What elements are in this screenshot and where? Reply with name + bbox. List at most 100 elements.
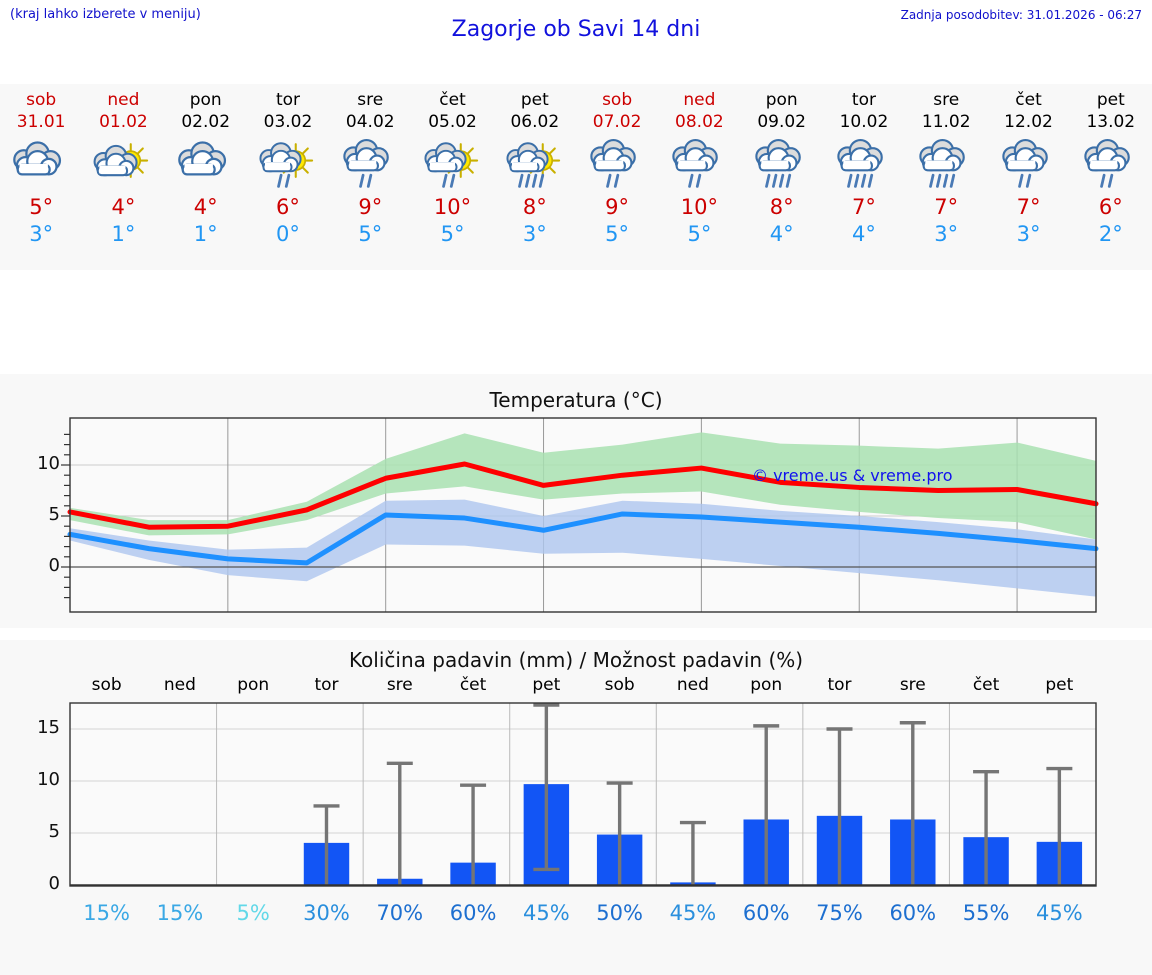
prec-day-label: ned xyxy=(163,675,196,695)
day-of-week-label: pon xyxy=(765,90,798,110)
cloud-rain-icon xyxy=(833,136,895,192)
prec-day-label: pon xyxy=(237,675,270,695)
day-of-week-label: pon xyxy=(189,90,222,110)
rain-drops xyxy=(929,173,956,188)
rain-drops xyxy=(847,173,874,188)
prec-day-label: tor xyxy=(827,675,852,695)
rain-drops xyxy=(1099,173,1114,188)
day-date-label: 01.02 xyxy=(99,112,148,132)
day-min-temp: 1° xyxy=(111,222,136,246)
day-date-label: 10.02 xyxy=(839,112,889,132)
day-column[interactable]: pon 02.02 4° 1° xyxy=(165,84,247,270)
day-min-temp: 0° xyxy=(276,222,300,246)
cloudy-icon xyxy=(175,136,237,192)
day-column[interactable]: tor 10.02 7° 4° xyxy=(823,84,905,270)
precipitation-probability-label: 45% xyxy=(669,901,717,925)
day-date-label: 04.02 xyxy=(345,112,395,132)
prec-day-label: čet xyxy=(459,675,487,695)
top-bar: (kraj lahko izberete v meniju) Zagorje o… xyxy=(0,0,1152,46)
day-min-temp: 5° xyxy=(605,222,630,246)
precipitation-probability-label: 75% xyxy=(816,901,863,925)
day-date-label: 07.02 xyxy=(592,112,642,132)
day-of-week-label: tor xyxy=(275,90,301,110)
precipitation-error-bar xyxy=(899,721,926,885)
day-of-week-label: čet xyxy=(1015,90,1042,110)
prec-day-label: sre xyxy=(899,675,926,695)
cloud-rain-icon xyxy=(915,136,977,192)
rain-drops xyxy=(517,173,544,188)
day-column[interactable]: pet 13.02 6° 2° xyxy=(1070,84,1152,270)
day-column[interactable]: sre 04.02 9° 5° xyxy=(329,84,411,270)
prec-day-label: sre xyxy=(386,675,413,695)
cloud-rain-icon xyxy=(751,136,813,192)
precipitation-probability-label: 45% xyxy=(1036,901,1083,925)
day-column[interactable]: ned 08.02 10° 5° xyxy=(658,84,740,270)
day-of-week-label: čet xyxy=(439,90,466,110)
prec-day-label: pet xyxy=(532,675,561,695)
prec-day-label: ned xyxy=(676,675,709,695)
day-min-temp: 5° xyxy=(440,222,465,246)
temp-y-axis-label: 10 xyxy=(37,453,60,474)
precipitation-error-bar xyxy=(1046,766,1073,885)
day-min-temp: 3° xyxy=(522,222,547,246)
day-column[interactable]: sob 07.02 9° 5° xyxy=(576,84,658,270)
precipitation-probability-label: 15% xyxy=(156,901,204,925)
cloud-front xyxy=(839,147,880,172)
day-min-temp: 2° xyxy=(1098,222,1123,246)
day-column[interactable]: čet 12.02 7° 3° xyxy=(987,84,1069,270)
precipitation-probability-label: 15% xyxy=(83,901,130,925)
prec-day-label: pon xyxy=(750,675,783,695)
prec-day-label: pet xyxy=(1045,675,1074,695)
day-max-temp: 7° xyxy=(934,195,959,219)
day-column[interactable]: sob 31.01 5° 3° xyxy=(0,84,82,270)
day-date-label: 06.02 xyxy=(510,112,560,132)
rain-drops xyxy=(688,173,702,188)
precipitation-error-bar xyxy=(826,727,853,885)
precipitation-error-bar xyxy=(606,781,633,885)
day-column[interactable]: čet 05.02 10° 5° xyxy=(411,84,493,270)
day-date-label: 02.02 xyxy=(181,112,231,132)
prec-day-label: sob xyxy=(91,675,122,695)
day-column[interactable]: tor 03.02 6° 0° xyxy=(247,84,329,270)
day-column[interactable]: ned 01.02 4° 1° xyxy=(82,84,164,270)
cloud-front xyxy=(15,149,58,176)
precipitation-error-bar xyxy=(386,761,413,885)
precipitation-probability-label: 60% xyxy=(449,901,497,925)
day-min-temp: 4° xyxy=(852,222,876,246)
day-date-label: 05.02 xyxy=(428,112,477,132)
last-updated-text: Zadnja posodobitev: 31.01.2026 - 06:27 xyxy=(900,8,1142,22)
precipitation-probability-label: 70% xyxy=(376,901,424,925)
cloud-light-rain-icon xyxy=(586,136,648,192)
day-date-label: 31.01 xyxy=(16,112,66,132)
cloudy-icon xyxy=(10,136,72,192)
cloud-front xyxy=(675,147,715,172)
day-max-temp: 10° xyxy=(433,195,472,219)
day-max-temp: 5° xyxy=(29,195,54,219)
day-of-week-label: sob xyxy=(602,90,633,110)
cloud-front xyxy=(96,152,135,177)
sun-light-rain-icon xyxy=(422,136,484,192)
precipitation-probability-label: 30% xyxy=(303,901,350,925)
cloud-front xyxy=(346,147,386,172)
day-column[interactable]: pet 06.02 8° 3° xyxy=(494,84,576,270)
copyright-text: © vreme.us & vreme.pro xyxy=(752,466,953,485)
day-max-temp: 6° xyxy=(1098,195,1123,219)
precipitation-probability-label: 60% xyxy=(889,901,937,925)
cloud-front xyxy=(922,147,962,172)
rain-drops xyxy=(441,173,455,188)
rain-drops xyxy=(764,173,791,188)
prec-y-axis-label: 5 xyxy=(48,821,60,842)
day-max-temp: 4° xyxy=(111,195,136,219)
precipitation-error-bar xyxy=(313,804,340,885)
day-min-temp: 5° xyxy=(358,222,383,246)
day-of-week-label: ned xyxy=(683,90,716,110)
rain-drops xyxy=(606,173,620,188)
day-column[interactable]: pon 09.02 8° 4° xyxy=(741,84,823,270)
day-max-temp: 8° xyxy=(522,195,547,219)
precipitation-probability-label: 45% xyxy=(523,901,570,925)
day-of-week-label: ned xyxy=(107,90,140,110)
day-column[interactable]: sre 11.02 7° 3° xyxy=(905,84,987,270)
